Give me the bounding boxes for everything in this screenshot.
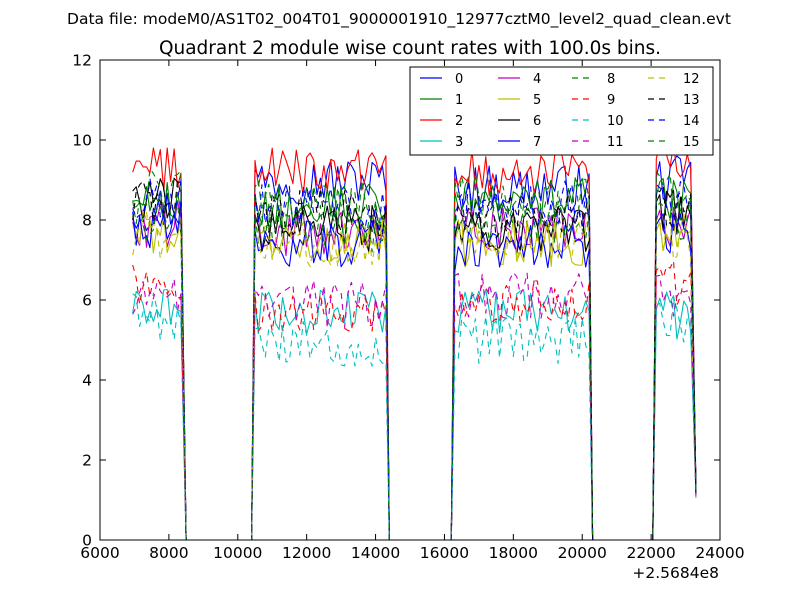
legend-box — [409, 66, 714, 156]
y-tick-label: 2 — [82, 452, 92, 470]
legend-label-10: 10 — [607, 114, 624, 129]
legend-label-1: 1 — [455, 93, 463, 108]
legend-label-7: 7 — [533, 135, 541, 150]
legend-label-4: 4 — [533, 72, 541, 87]
x-tick-label: 16000 — [420, 544, 469, 562]
y-tick-label: 4 — [82, 372, 92, 390]
legend-label-8: 8 — [607, 72, 615, 87]
series-line-13 — [132, 180, 697, 541]
legend-label-5: 5 — [533, 93, 541, 108]
legend-label-13: 13 — [683, 93, 700, 108]
legend-label-2: 2 — [455, 114, 463, 129]
series-lines — [132, 143, 697, 541]
x-tick-label: 20000 — [558, 544, 607, 562]
x-tick-label: 8000 — [149, 544, 188, 562]
y-tick-label: 10 — [72, 132, 92, 150]
x-tick-label: 10000 — [213, 544, 262, 562]
data-file-label: Data file: modeM0/AS1T02_004T01_90000019… — [67, 10, 731, 29]
y-tick-label: 0 — [82, 532, 92, 550]
chart-title: Quadrant 2 module wise count rates with … — [159, 38, 661, 59]
x-tick-label: 12000 — [282, 544, 331, 562]
legend-label-9: 9 — [607, 93, 615, 108]
x-offset-label: +2.5684e8 — [632, 564, 719, 582]
legend-label-6: 6 — [533, 114, 541, 129]
x-tick-label: 18000 — [489, 544, 538, 562]
legend-label-11: 11 — [607, 135, 624, 150]
x-tick-label: 24000 — [695, 544, 744, 562]
legend-label-0: 0 — [455, 72, 463, 87]
x-tick-label: 22000 — [626, 544, 675, 562]
series-line-11 — [132, 271, 697, 541]
legend-label-15: 15 — [683, 135, 700, 150]
series-line-15 — [132, 168, 697, 541]
legend-label-3: 3 — [455, 135, 463, 150]
y-tick-label: 12 — [72, 52, 92, 70]
legend-label-14: 14 — [683, 114, 700, 129]
x-tick-label: 6000 — [80, 544, 119, 562]
x-tick-label: 14000 — [351, 544, 400, 562]
series-line-10 — [132, 292, 697, 541]
y-tick-label: 6 — [82, 292, 92, 310]
axes: 6000 8000 10000 12000 14000 16000 18000 20000 22… — [72, 52, 744, 563]
y-tick-label: 8 — [82, 212, 92, 230]
legend-label-12: 12 — [683, 72, 700, 87]
